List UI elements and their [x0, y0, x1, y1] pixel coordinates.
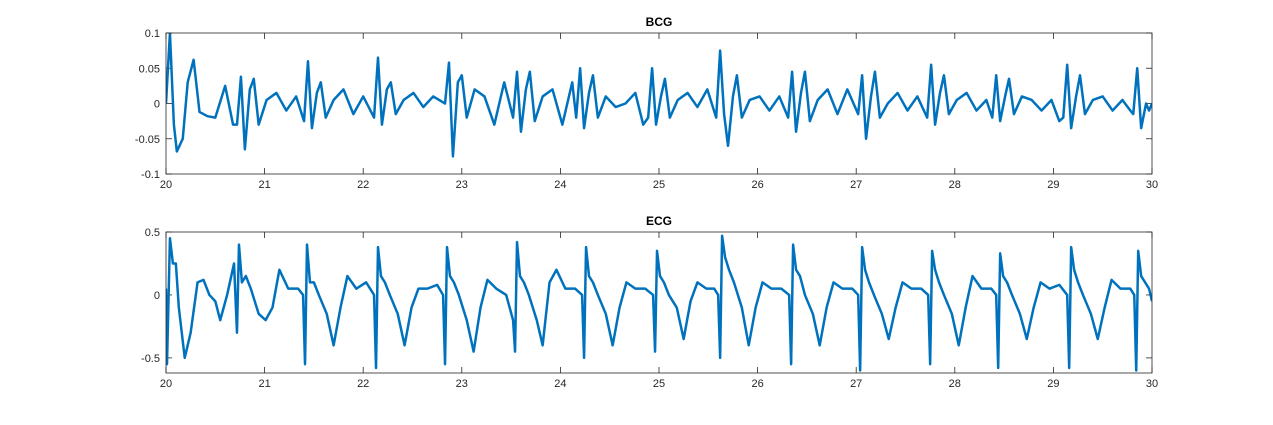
x-tick-label: 20 [160, 378, 172, 390]
x-tick-label: 21 [258, 179, 270, 191]
x-tick-label: 28 [949, 179, 961, 191]
x-tick-label: 28 [949, 378, 961, 390]
x-tick-label: 25 [653, 378, 665, 390]
axes-box [165, 231, 1153, 374]
axes-box [165, 32, 1153, 175]
y-tick-label: -0.5 [141, 353, 160, 365]
y-tick-label: 0.1 [145, 28, 160, 40]
plot-area [166, 232, 1152, 373]
x-tick-label: 22 [357, 179, 369, 191]
x-tick-label: 29 [1047, 378, 1059, 390]
x-tick-label: 24 [554, 378, 566, 390]
x-tick-label: 22 [357, 378, 369, 390]
subplot-title: ECG [646, 214, 672, 228]
subplot-title: BCG [646, 15, 673, 29]
x-tick-label: 20 [160, 179, 172, 191]
x-tick-label: 23 [456, 378, 468, 390]
x-tick-label: 27 [850, 378, 862, 390]
subplot: BCG 20 21 22 23 24 25 26 27 28 29 30 -0.1 -0.05 0 0.05 0… [135, 15, 1158, 191]
x-tick-label: 24 [554, 179, 566, 191]
y-tick-label: 0 [154, 290, 160, 302]
x-tick-label: 21 [258, 378, 270, 390]
x-tick-label: 27 [850, 179, 862, 191]
signal-line [166, 234, 1152, 372]
x-tick-label: 25 [653, 179, 665, 191]
y-tick-label: -0.05 [135, 134, 160, 146]
x-tick-label: 30 [1146, 378, 1158, 390]
y-tick-label: 0.05 [139, 63, 160, 75]
x-tick-label: 26 [751, 179, 763, 191]
x-tick-label: 26 [751, 378, 763, 390]
signal-line [166, 33, 1152, 158]
y-tick-label: -0.1 [141, 169, 160, 181]
x-tick-label: 29 [1047, 179, 1059, 191]
subplot: ECG 20 21 22 23 24 25 26 27 28 29 30 -0.5 0 0.5 [141, 214, 1158, 390]
x-tick-label: 30 [1146, 179, 1158, 191]
y-tick-label: 0 [154, 99, 160, 111]
y-tick-label: 0.5 [145, 227, 160, 239]
x-tick-label: 23 [456, 179, 468, 191]
